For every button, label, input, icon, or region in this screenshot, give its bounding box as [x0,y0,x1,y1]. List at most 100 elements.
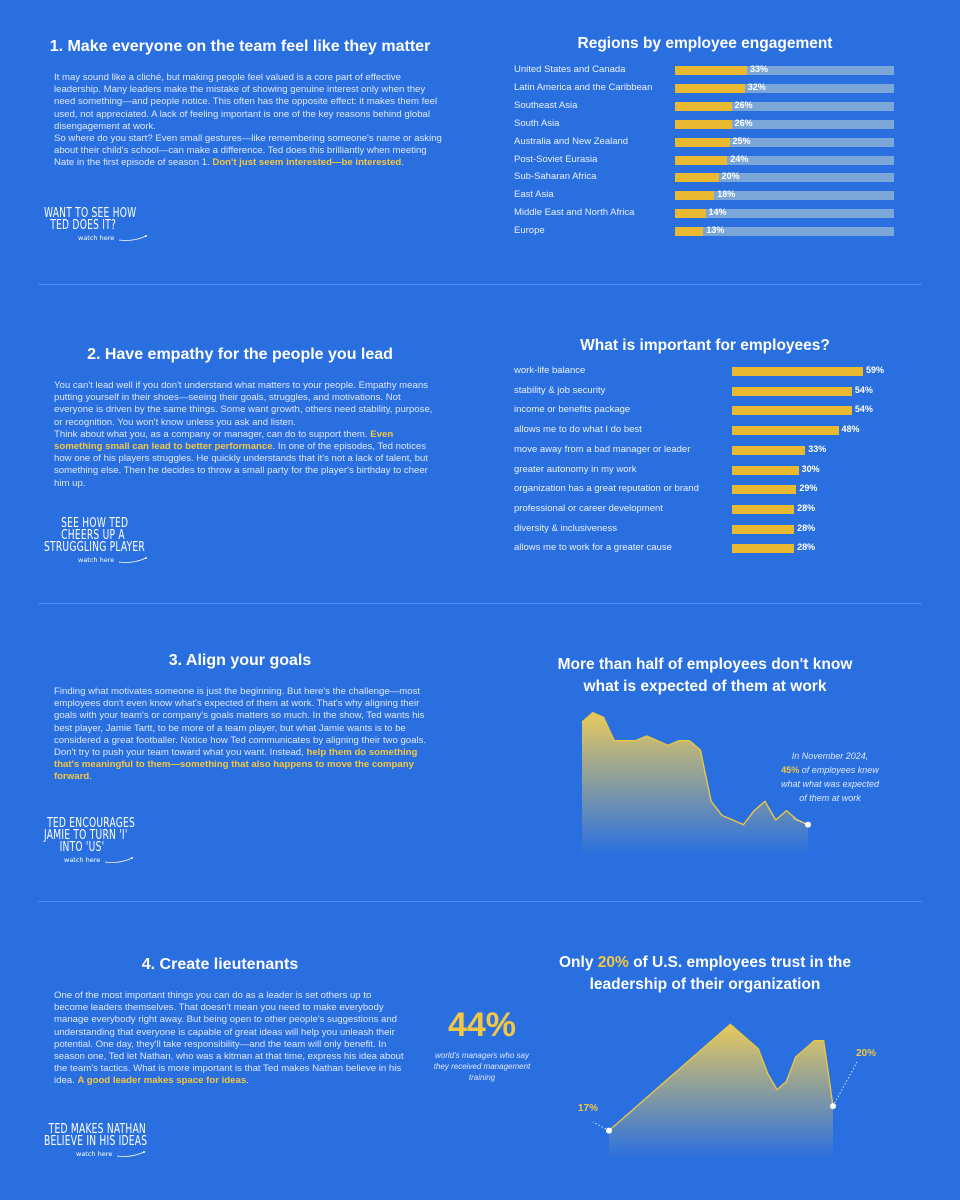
paragraph-text: So where do you start? Even small gestur… [54,133,442,169]
bar-value-label: 28% [797,542,816,553]
bar [675,83,745,93]
bar-value-label: 28% [797,502,816,513]
section-4-title: 4. Create lieutenants [141,956,299,973]
bar-row: United States and Canada 33% [514,62,914,79]
bar [675,137,730,147]
annotation-prefix: In November 2024, [791,751,869,761]
watch-line: TED MAKES NATHAN [48,1122,146,1137]
annotation-suffix: of employees knew what what was expected… [780,765,880,803]
paragraph-tail: . [401,157,404,169]
bar-category-label: East Asia [514,189,554,201]
watch-here-label: watch here [76,1150,113,1158]
bar-value-label: 26% [734,117,753,128]
watch-link-4[interactable]: TED MAKES NATHAN BELIEVE IN HIS IDEAS wa… [44,1122,176,1158]
watch-here-label: watch here [64,856,101,864]
section-2-title: 2. Have empathy for the people you lead [87,346,393,363]
bar [732,426,839,436]
bar-track [675,209,894,219]
watch-link-2[interactable]: SEE HOW TED CHEERS UP A STRUGGLING PLAYE… [44,516,173,564]
bar-value-label: 28% [797,522,816,533]
section-1: 1. Make everyone on the team feel like t… [0,0,960,285]
paragraph: Think about what you, as a company or ma… [54,429,442,490]
bar-row: organization has a great reputation or b… [514,481,914,498]
bar-value-label: 33% [749,64,768,74]
chart-3-title-line: More than half of employees don't know [557,656,853,673]
bar-row: Australia and New Zealand 25% [514,134,914,151]
bar-row: East Asia 18% [514,187,914,204]
end-leader [832,1061,858,1107]
end-point [805,821,811,828]
watch-line: SEE HOW TED [61,516,129,531]
bar [732,524,795,534]
bar [732,485,797,495]
bar-category-label: Post-Soviet Eurasia [514,153,598,165]
paragraph: One of the most important things you can… [54,990,406,1088]
paragraph-text: Finding what motivates someone is just t… [54,686,427,759]
chart-4-title-highlight: 20% [597,954,629,971]
bar-value-label: 13% [706,225,725,236]
bar-row: diversity & inclusiveness 28% [514,521,914,538]
arrow-curve-icon [117,1151,146,1157]
bar-category-label: South Asia [514,117,560,129]
bar [732,406,852,416]
chart-2-title: What is important for employees? [580,337,830,354]
start-point [606,1127,612,1134]
bar-category-label: greater autonomy in my work [514,463,637,475]
bar-value-label: 29% [799,483,818,494]
bar-category-label: Middle East and North Africa [514,207,635,219]
bar-row: stability & job security 54% [514,383,914,400]
bar-track [675,155,894,165]
bar-track [675,66,894,75]
chart-4-area [592,1023,858,1160]
chart-3-title: More than half of employees don't know w… [490,654,920,698]
bar-value-label: 33% [808,443,827,454]
bar-category-label: allows me to work for a greater cause [514,542,672,554]
bar-row: Middle East and North Africa 14% [514,205,914,222]
annotation-leader [791,817,809,826]
section-1-body: It may sound like a cliché, but making p… [54,72,442,170]
bar [675,209,706,219]
bar-value-label: 14% [708,207,727,218]
paragraph: Finding what motivates someone is just t… [54,686,442,784]
bar-row: professional or career development 28% [514,501,914,518]
bar-value-label: 30% [801,463,820,474]
watch-line: TED DOES IT? [50,218,117,233]
end-point [830,1103,836,1110]
bar-row: move away from a bad manager or leader 33… [514,442,914,459]
chart-1-title: Regions by employee engagement [577,35,833,52]
arrow-curve-icon [119,557,148,563]
bar-category-label: work-life balance [514,365,586,376]
bar-row: income or benefits package 54% [514,402,914,419]
series-line [581,711,809,826]
watch-link-1[interactable]: WANT TO SEE HOW TED DOES IT? watch here [44,207,163,242]
bar [675,155,728,165]
highlight-text: Don't just seem interested—be interested [212,157,402,169]
bar-value-label: 54% [854,384,873,395]
bar-value-label: 25% [732,135,751,146]
bar-track [675,83,894,93]
bar-track [675,119,894,129]
bar-category-label: move away from a bad manager or leader [514,443,691,455]
start-leader [592,1121,610,1131]
highlight-text: Even something small can lead to better … [54,428,394,453]
bar-row: greater autonomy in my work 30% [514,462,914,479]
bar-row: allows me to do what I do best 48% [514,422,914,439]
arrow-curve-icon [119,235,148,241]
paragraph: So where do you start? Even small gestur… [54,133,442,170]
divider [38,284,922,285]
bar [732,367,863,376]
watch-line: STRUGGLING PLAYER [44,540,145,555]
chart-4-end-label: 20% [856,1048,877,1059]
watch-link-3[interactable]: TED ENCOURAGES JAMIE TO TURN 'I' INTO 'U… [44,817,161,864]
section-4-body: One of the most important things you can… [54,990,406,1088]
stat-caption: world's managers who say they received m… [433,1051,531,1082]
bar-track [675,227,894,237]
series-line [608,1023,834,1132]
watch-line: BELIEVE IN HIS IDEAS [44,1134,148,1149]
bar [675,101,732,111]
chart-3-title-line: what is expected of them at work [583,678,827,695]
bar-value-label: 24% [730,153,749,164]
area-fill [582,712,808,855]
bar-value-label: 18% [717,189,736,200]
bar-value-label: 48% [841,424,860,435]
